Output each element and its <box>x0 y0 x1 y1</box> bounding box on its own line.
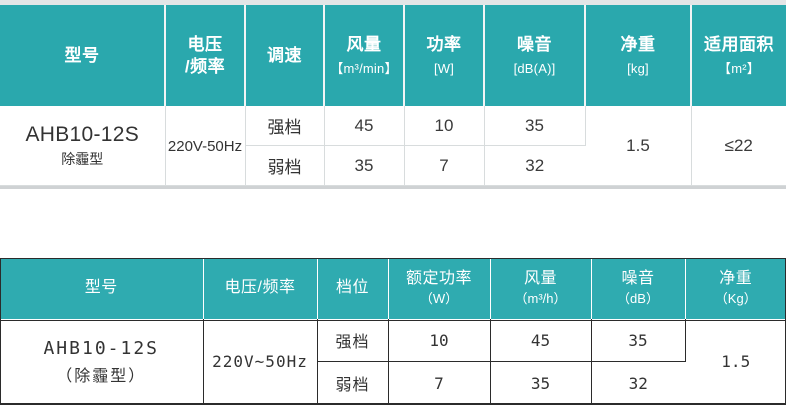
t2-col-header-weight-main: 净重 <box>686 269 786 290</box>
t1-col-header-airflow: 风量 【m³/min】 <box>324 5 404 106</box>
t1-col-header-power: 功率 [W] <box>404 5 484 106</box>
t2-col-header-weight: 净重 （Kg） <box>685 258 786 319</box>
t1-cell-power-high: 10 <box>404 106 484 146</box>
t1-col-header-area: 适用面积 【m²】 <box>691 5 786 106</box>
t1-cell-weight: 1.5 <box>585 106 691 186</box>
t2-col-header-noise-unit: （dB） <box>592 291 685 308</box>
t2-cell-airflow-high: 45 <box>490 319 591 362</box>
t2-col-header-weight-unit: （Kg） <box>686 291 786 308</box>
t1-col-header-voltage-main: 电压 <box>166 34 244 56</box>
t1-cell-speed-high: 强档 <box>245 106 324 146</box>
t1-col-header-weight-unit: [kg] <box>586 61 690 78</box>
t2-model-main: AHB10-12S <box>0 338 203 359</box>
t2-cell-noise-low: 32 <box>591 362 685 405</box>
spec-table-2: 型号 电压/频率 档位 额定功率 （W） 风量 （m³/h） <box>0 258 786 405</box>
t1-col-header-voltage-sub: /频率 <box>166 56 244 78</box>
t1-col-header-power-unit: [W] <box>405 61 483 78</box>
t2-cell-weight: 1.5 <box>685 319 786 405</box>
t2-cell-airflow-low: 35 <box>490 362 591 405</box>
t2-gear-high-label: 强档 <box>335 334 369 351</box>
t2-col-header-rated-power-unit: （W） <box>389 291 490 308</box>
t2-col-header-airflow-main: 风量 <box>491 269 591 290</box>
t1-cell-area: ≤22 <box>691 106 786 186</box>
t1-cell-noise-low: 32 <box>484 146 585 186</box>
t1-col-header-weight-main: 净重 <box>586 34 690 56</box>
t1-col-header-airflow-main: 风量 <box>325 34 403 56</box>
t1-col-header-area-unit: 【m²】 <box>692 61 786 78</box>
t2-gear-low-label: 弱档 <box>335 377 369 394</box>
spec-table-1: 型号 电压 /频率 调速 风量 【m³/min】 功率 <box>0 5 786 186</box>
t2-cell-gear-high: 强档 <box>317 319 388 362</box>
table-1-header-row: 型号 电压 /频率 调速 风量 【m³/min】 功率 <box>0 5 786 106</box>
t1-col-header-voltage: 电压 /频率 <box>165 5 245 106</box>
t1-model-main: AHB10-12S <box>0 123 165 147</box>
t1-col-header-model: 型号 <box>0 5 165 106</box>
table-row: AHB10-12S （除霾型） 220V~50Hz 强档 10 45 35 1.… <box>0 319 786 362</box>
t2-cell-power-low: 7 <box>388 362 490 405</box>
t1-cell-model: AHB10-12S 除霾型 <box>0 106 165 186</box>
t1-speed-low-label: 弱档 <box>268 158 302 177</box>
t2-col-header-voltage-main: 电压/频率 <box>204 278 317 299</box>
t2-cell-noise-high: 35 <box>591 319 685 362</box>
t1-col-header-model-main: 型号 <box>0 45 164 67</box>
t1-cell-power-low: 7 <box>404 146 484 186</box>
t2-col-header-noise-main: 噪音 <box>592 269 685 290</box>
t2-col-header-gear-main: 档位 <box>318 278 388 299</box>
t2-col-header-airflow-unit: （m³/h） <box>491 291 591 308</box>
spec-table-1-container: 型号 电压 /频率 调速 风量 【m³/min】 功率 <box>0 0 786 189</box>
t1-speed-high-label: 强档 <box>268 118 302 137</box>
t2-col-header-gear: 档位 <box>317 258 388 319</box>
t1-col-header-noise-main: 噪音 <box>485 34 584 56</box>
t2-col-header-noise: 噪音 （dB） <box>591 258 685 319</box>
t2-cell-model: AHB10-12S （除霾型） <box>0 319 203 405</box>
t2-col-header-voltage: 电压/频率 <box>203 258 317 319</box>
t2-col-header-rated-power-main: 额定功率 <box>389 269 490 290</box>
t1-col-header-noise: 噪音 [dB(A)] <box>484 5 585 106</box>
table-2-header-row: 型号 电压/频率 档位 额定功率 （W） 风量 （m³/h） <box>0 258 786 319</box>
table-1-bottom-bar <box>0 186 786 189</box>
t1-cell-airflow-high: 45 <box>324 106 404 146</box>
t2-col-header-model-main: 型号 <box>0 278 203 299</box>
t1-col-header-speed-main: 调速 <box>246 45 323 67</box>
t1-cell-speed-low: 弱档 <box>245 146 324 186</box>
t1-col-header-weight: 净重 [kg] <box>585 5 691 106</box>
spec-table-2-container: 型号 电压/频率 档位 额定功率 （W） 风量 （m³/h） <box>0 258 786 405</box>
t1-col-header-area-main: 适用面积 <box>692 34 786 56</box>
t2-voltage-value: 220V~50Hz <box>212 352 308 371</box>
t2-model-sub: （除霾型） <box>0 362 203 386</box>
t1-voltage-value: 220V-50Hz <box>168 138 242 155</box>
t2-cell-power-high: 10 <box>388 319 490 362</box>
t2-cell-gear-low: 弱档 <box>317 362 388 405</box>
t1-col-header-power-main: 功率 <box>405 34 483 56</box>
t2-col-header-airflow: 风量 （m³/h） <box>490 258 591 319</box>
t2-col-header-rated-power: 额定功率 （W） <box>388 258 490 319</box>
t1-col-header-speed: 调速 <box>245 5 324 106</box>
t2-col-header-model: 型号 <box>0 258 203 319</box>
table-row: AHB10-12S 除霾型 220V-50Hz 强档 45 10 35 1.5 … <box>0 106 786 146</box>
t2-cell-voltage: 220V~50Hz <box>203 319 317 405</box>
t1-cell-voltage: 220V-50Hz <box>165 106 245 186</box>
t1-cell-noise-high: 35 <box>484 106 585 146</box>
t1-col-header-noise-unit: [dB(A)] <box>485 61 584 78</box>
t1-col-header-airflow-unit: 【m³/min】 <box>325 61 403 78</box>
t1-model-sub: 除霾型 <box>0 149 165 169</box>
t1-cell-airflow-low: 35 <box>324 146 404 186</box>
